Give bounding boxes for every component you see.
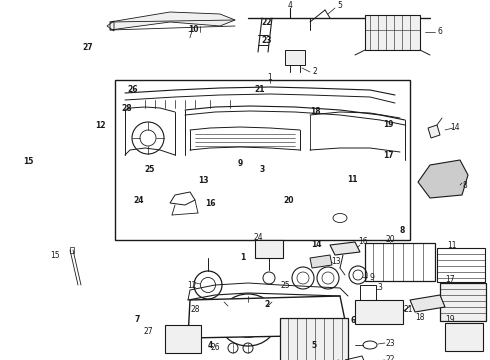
Polygon shape — [310, 255, 332, 268]
Bar — [165, 325, 201, 353]
Text: 14: 14 — [450, 123, 460, 132]
Bar — [365, 15, 420, 50]
Bar — [445, 323, 483, 351]
Text: 7: 7 — [135, 315, 140, 324]
Bar — [355, 300, 403, 324]
Text: 3: 3 — [378, 283, 382, 292]
Bar — [70, 247, 74, 253]
Text: 6: 6 — [438, 27, 442, 36]
Text: 1: 1 — [240, 253, 245, 262]
Text: 21: 21 — [403, 306, 413, 315]
Text: 17: 17 — [445, 275, 455, 284]
Bar — [360, 285, 376, 307]
Text: 9: 9 — [369, 273, 374, 282]
Text: 22: 22 — [385, 356, 395, 360]
Bar — [440, 283, 486, 321]
Text: 19: 19 — [445, 315, 455, 324]
Text: 18: 18 — [415, 314, 425, 323]
Text: 5: 5 — [311, 341, 316, 350]
Text: 27: 27 — [143, 328, 153, 337]
Text: 6: 6 — [350, 316, 355, 325]
Text: 8: 8 — [399, 226, 404, 235]
Text: 26: 26 — [127, 85, 138, 94]
Text: 28: 28 — [190, 306, 200, 315]
Text: 12: 12 — [95, 121, 106, 130]
Text: 9: 9 — [238, 158, 243, 168]
Text: 26: 26 — [210, 343, 220, 352]
Bar — [280, 318, 348, 360]
Text: 24: 24 — [253, 233, 263, 242]
Text: 10: 10 — [188, 25, 199, 34]
Text: 2: 2 — [265, 300, 270, 309]
Text: 23: 23 — [262, 36, 272, 45]
Text: 25: 25 — [144, 165, 155, 174]
Text: 2: 2 — [313, 68, 318, 77]
Polygon shape — [330, 242, 360, 255]
Text: 15: 15 — [23, 158, 34, 166]
Polygon shape — [110, 12, 235, 30]
Text: 3: 3 — [260, 165, 265, 174]
Text: 18: 18 — [310, 107, 320, 116]
Text: 16: 16 — [358, 238, 368, 247]
Bar — [365, 243, 435, 281]
Polygon shape — [285, 50, 305, 65]
Bar — [255, 240, 283, 258]
Text: 1: 1 — [268, 72, 272, 81]
Text: 24: 24 — [133, 197, 144, 205]
Text: 20: 20 — [385, 235, 395, 244]
Text: 4: 4 — [208, 341, 213, 350]
Text: 25: 25 — [280, 280, 290, 289]
Bar — [115, 80, 410, 240]
Polygon shape — [188, 296, 348, 338]
Text: 21: 21 — [254, 85, 265, 94]
Text: 8: 8 — [463, 180, 467, 189]
Text: 14: 14 — [311, 240, 321, 249]
Text: 16: 16 — [205, 199, 216, 208]
Text: 4: 4 — [288, 0, 293, 9]
Polygon shape — [410, 295, 445, 312]
Text: 15: 15 — [50, 251, 60, 260]
Text: 20: 20 — [284, 197, 294, 205]
Text: 17: 17 — [383, 151, 394, 160]
Text: 11: 11 — [347, 175, 358, 184]
Text: 13: 13 — [331, 257, 341, 266]
Text: 23: 23 — [385, 338, 395, 347]
Polygon shape — [418, 160, 468, 198]
Text: 5: 5 — [338, 0, 343, 9]
Text: 11: 11 — [447, 240, 457, 249]
Text: 13: 13 — [198, 176, 209, 185]
Text: 12: 12 — [187, 280, 197, 289]
Text: 22: 22 — [262, 18, 272, 27]
Text: 28: 28 — [121, 104, 132, 113]
Text: 27: 27 — [82, 43, 93, 52]
Text: 7: 7 — [188, 31, 193, 40]
Text: 19: 19 — [383, 120, 394, 129]
Polygon shape — [428, 125, 440, 138]
Bar — [437, 248, 485, 282]
